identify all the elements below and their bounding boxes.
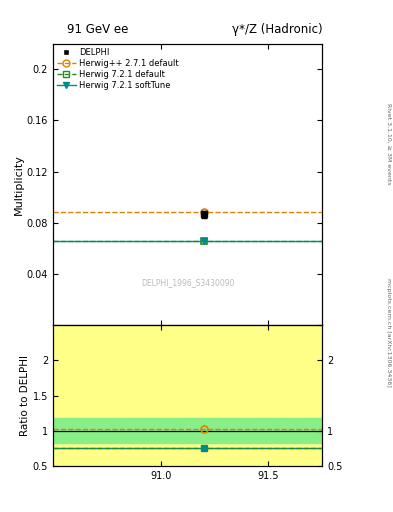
Text: mcplots.cern.ch [arXiv:1306.3436]: mcplots.cern.ch [arXiv:1306.3436] <box>386 279 391 387</box>
Y-axis label: Ratio to DELPHI: Ratio to DELPHI <box>20 355 30 436</box>
Bar <box>53 418 322 443</box>
Text: γ*/Z (Hadronic): γ*/Z (Hadronic) <box>231 23 322 36</box>
Bar <box>53 325 322 466</box>
Text: Rivet 3.1.10, ≥ 3M events: Rivet 3.1.10, ≥ 3M events <box>386 102 391 184</box>
Y-axis label: Multiplicity: Multiplicity <box>14 154 24 215</box>
Legend: DELPHI, Herwig++ 2.7.1 default, Herwig 7.2.1 default, Herwig 7.2.1 softTune: DELPHI, Herwig++ 2.7.1 default, Herwig 7… <box>55 46 180 92</box>
Text: DELPHI_1996_S3430090: DELPHI_1996_S3430090 <box>141 279 234 287</box>
Text: 91 GeV ee: 91 GeV ee <box>67 23 128 36</box>
